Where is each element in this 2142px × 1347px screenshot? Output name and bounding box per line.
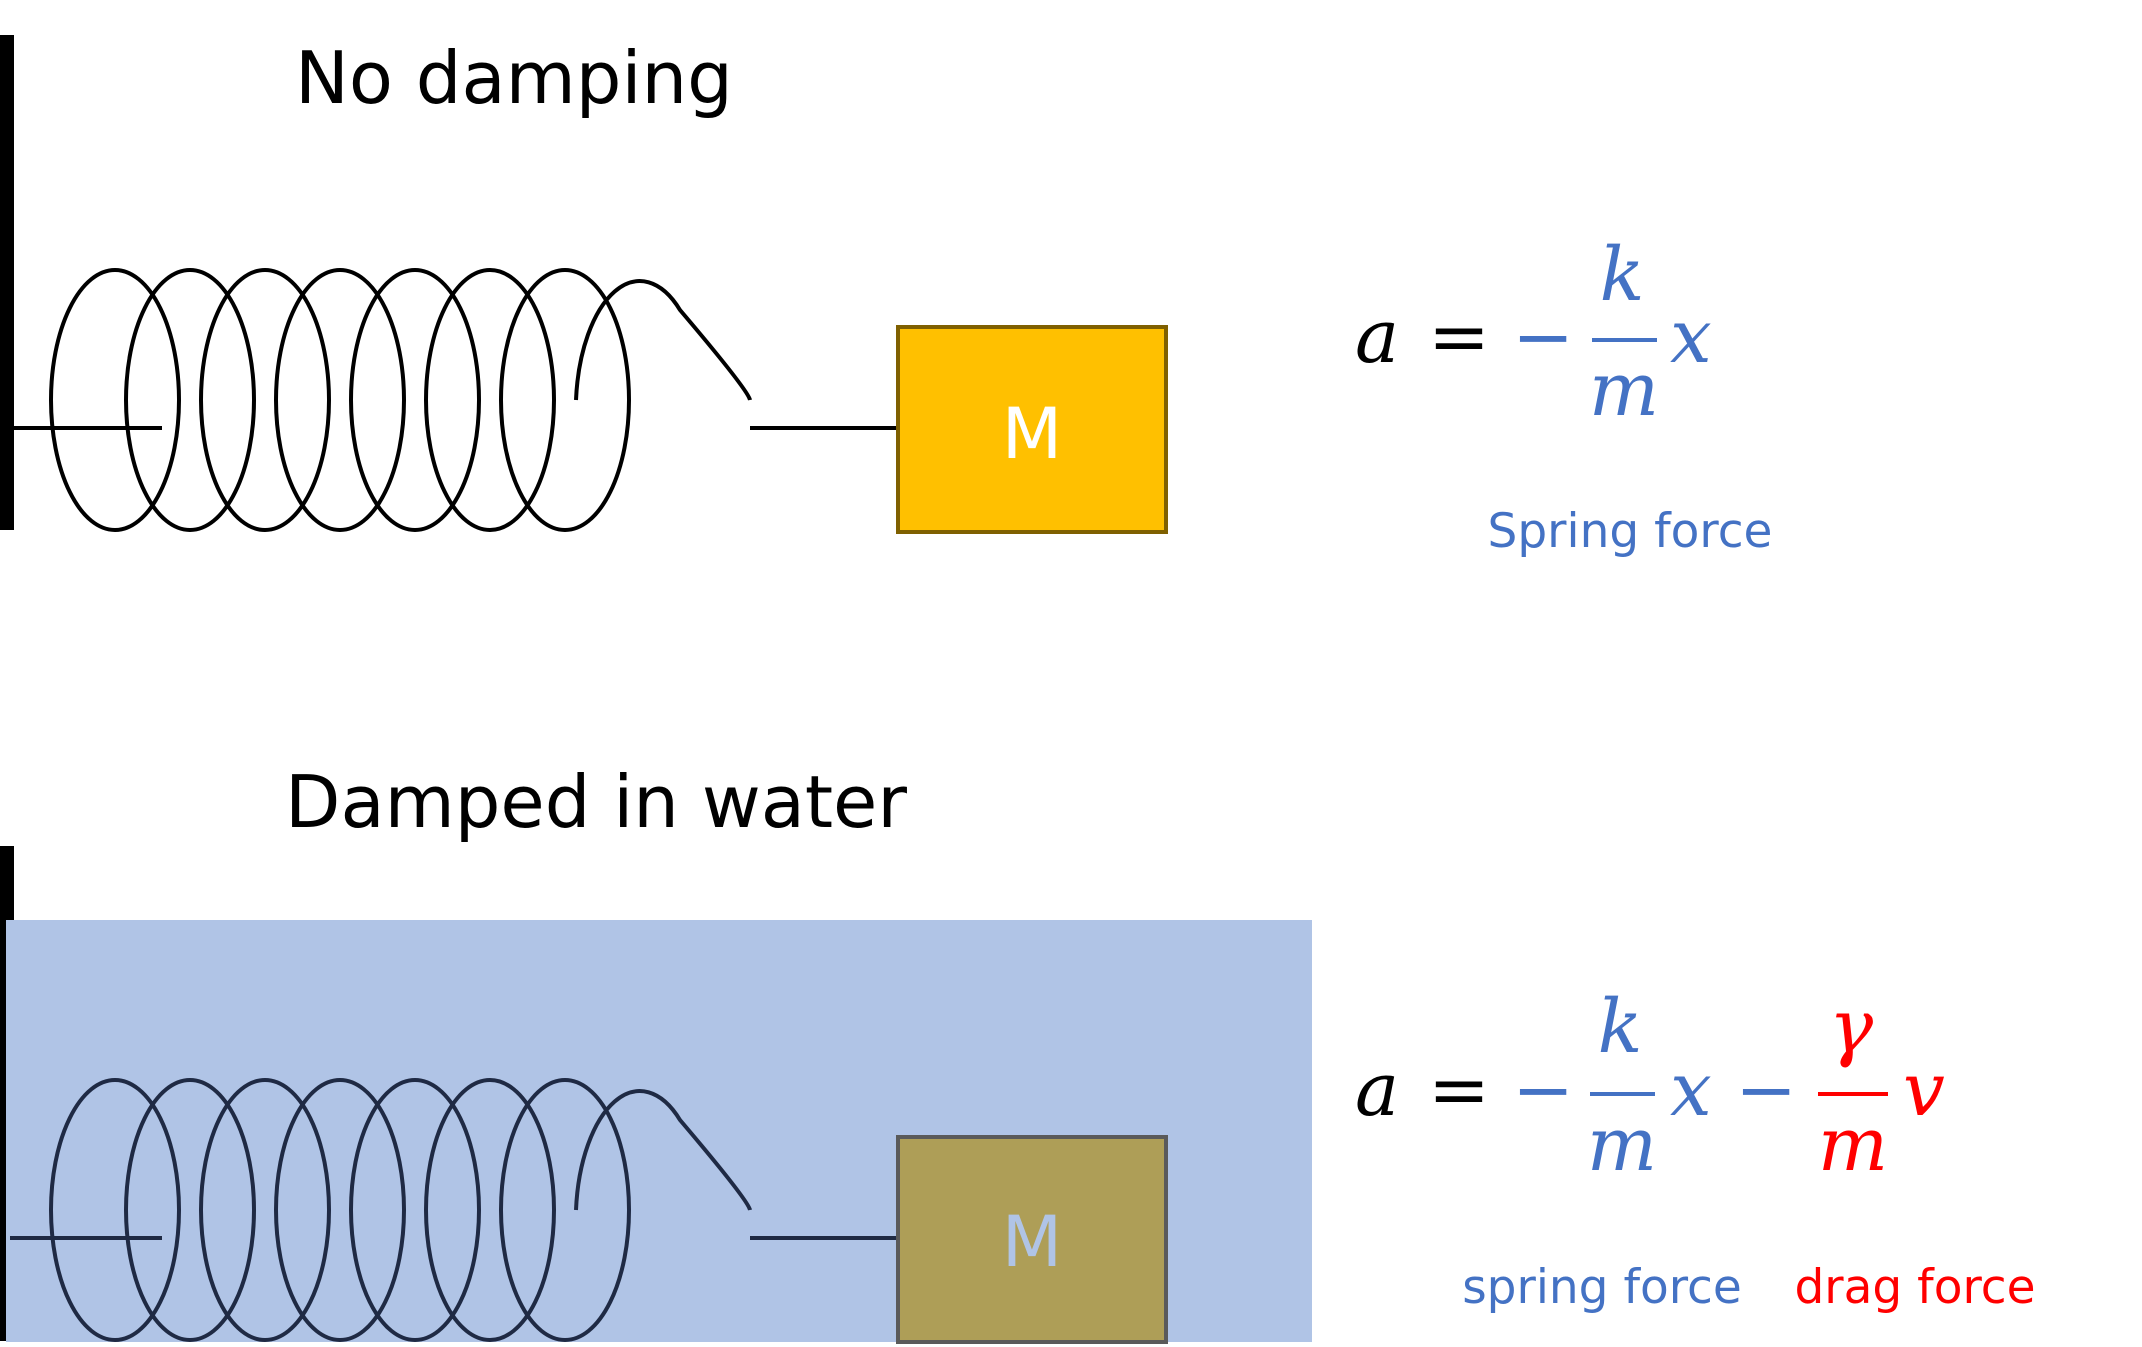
spring-loop — [49, 1078, 181, 1342]
eq-top-m: m — [1589, 347, 1659, 433]
eq-bottom-v: v — [1903, 1047, 1945, 1133]
eq-top-minus: − — [1512, 294, 1574, 380]
spring-loop — [499, 268, 631, 532]
label-drag-force-bottom: drag force — [1794, 1260, 2035, 1315]
equation-bottom: a = − k m x − γ m v — [1355, 984, 1945, 1188]
eq-bottom-minus2: − — [1735, 1047, 1797, 1133]
eq-bottom-minus1: − — [1512, 1047, 1574, 1133]
spring-loop — [274, 1078, 406, 1342]
spring-loop — [349, 268, 481, 532]
mass-block-top — [896, 325, 1168, 534]
mass-block-bottom — [896, 1135, 1168, 1344]
label-spring-force-bottom: spring force — [1462, 1260, 1742, 1315]
eq-bottom-equals: = — [1428, 1047, 1490, 1133]
spring-loop — [424, 1078, 556, 1342]
panel-no-damping: No damping M a = − k m x Spring force — [0, 35, 1772, 559]
spring-loop — [124, 268, 256, 532]
spring-loop — [199, 268, 331, 532]
spring-end-loop — [574, 1089, 752, 1211]
eq-top-x: x — [1670, 294, 1712, 380]
eq-top-k: k — [1600, 232, 1645, 318]
eq-bottom-m2: m — [1818, 1102, 1888, 1188]
panel-damped-in-water: Damped in water M a = − k m x − γ m v sp… — [0, 760, 2036, 1344]
spring-loop — [274, 268, 406, 532]
eq-bottom-k: k — [1598, 984, 1643, 1070]
spring-coil-top — [49, 268, 752, 532]
eq-bottom-x: x — [1670, 1047, 1712, 1133]
spring-loop — [199, 1078, 331, 1342]
eq-top-equals: = — [1428, 294, 1490, 380]
equation-top: a = − k m x — [1355, 232, 1712, 433]
spring-end-loop — [574, 279, 752, 401]
panel-title-bottom: Damped in water — [285, 760, 907, 844]
spring-loop — [124, 1078, 256, 1342]
spring-coil-bottom — [49, 1078, 752, 1342]
eq-top-lhs: a — [1355, 294, 1399, 380]
spring-loop — [424, 268, 556, 532]
spring-loop — [349, 1078, 481, 1342]
wall-top — [0, 35, 14, 530]
spring-loop — [499, 1078, 631, 1342]
eq-bottom-m1: m — [1587, 1102, 1657, 1188]
eq-bottom-lhs: a — [1355, 1047, 1399, 1133]
spring-loop — [49, 268, 181, 532]
mass-label-top: M — [1002, 393, 1062, 475]
eq-bottom-gamma: γ — [1829, 984, 1874, 1070]
mass-label-bottom: M — [1002, 1201, 1062, 1283]
label-spring-force-top: Spring force — [1488, 504, 1773, 559]
panel-title-top: No damping — [295, 36, 733, 120]
